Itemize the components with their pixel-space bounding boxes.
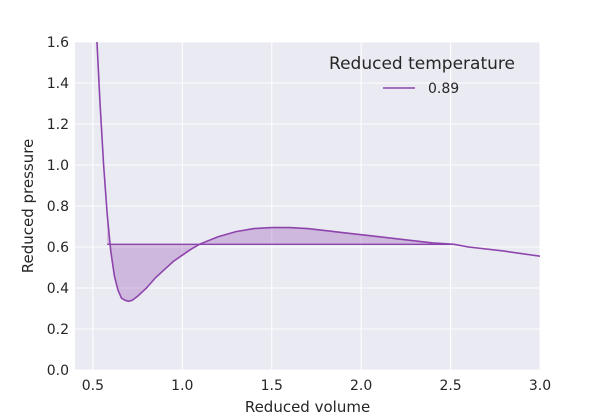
y-tick-label: 0.4	[47, 281, 69, 297]
x-tick-label: 1.0	[171, 378, 193, 394]
legend-title: Reduced temperature	[329, 54, 515, 74]
y-tick-labels: 0.0 0.2 0.4 0.6 0.8 1.0 1.2 1.4 1.6	[47, 35, 69, 379]
y-tick-label: 1.0	[47, 158, 69, 174]
x-axis-label: Reduced volume	[245, 398, 370, 413]
x-tick-label: 3.0	[529, 378, 551, 394]
x-tick-label: 1.5	[261, 378, 283, 394]
y-tick-label: 1.2	[47, 117, 69, 133]
x-tick-label: 0.5	[82, 378, 104, 394]
y-tick-label: 0.8	[47, 199, 69, 215]
series-line	[96, 42, 540, 303]
legend-entry-label: 0.89	[428, 81, 459, 97]
series-lines	[96, 42, 540, 303]
legend: Reduced temperature 0.89	[329, 54, 515, 97]
y-tick-label: 1.4	[47, 76, 69, 92]
y-tick-label: 0.2	[47, 322, 69, 338]
x-tick-label: 2.5	[439, 378, 461, 394]
y-tick-label: 0.6	[47, 240, 69, 256]
x-tick-labels: 0.5 1.0 1.5 2.0 2.5 3.0	[82, 378, 551, 394]
y-tick-label: 0.0	[47, 363, 69, 379]
y-axis-label: Reduced pressure	[19, 139, 37, 274]
y-tick-label: 1.6	[47, 35, 69, 51]
x-tick-label: 2.0	[350, 378, 372, 394]
grid	[75, 41, 541, 371]
